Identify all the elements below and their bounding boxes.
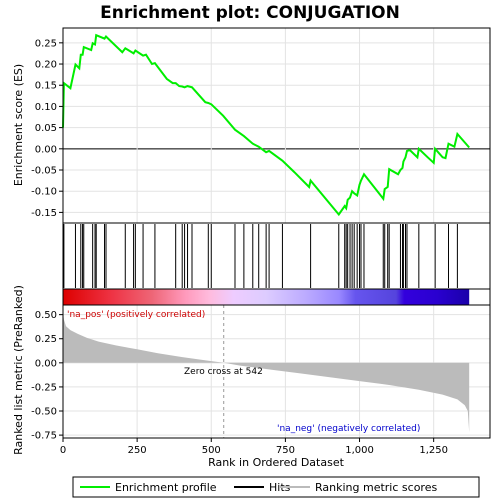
x-tick-label: 750: [276, 445, 295, 456]
ranking-color-bar: [63, 289, 469, 305]
legend-label-metric: Ranking metric scores: [315, 481, 437, 494]
x-tick-label: 500: [202, 445, 221, 456]
es-y-tick-label: 0.05: [35, 123, 57, 134]
metric-y-tick-label: -0.75: [31, 431, 57, 442]
metric-y-tick-label: -0.50: [31, 407, 57, 418]
neg-correlated-label: 'na_neg' (negatively correlated): [277, 424, 420, 434]
chart-title: Enrichment plot: CONJUGATION: [100, 3, 400, 23]
pos-correlated-label: 'na_pos' (positively correlated): [67, 310, 205, 320]
x-tick-label: 250: [128, 445, 147, 456]
legend-label-enrichment: Enrichment profile: [115, 481, 217, 494]
ranking-metric-area: [63, 313, 469, 433]
metric-y-tick-label: 0.25: [35, 334, 57, 345]
x-ticks: 0 250 500 750 1,000 1,250: [60, 438, 448, 456]
es-y-tick-label: -0.15: [31, 208, 57, 219]
x-tick-label: 0: [60, 445, 66, 456]
es-y-tick-label: 0.20: [35, 60, 57, 71]
hits-panel: [63, 223, 490, 289]
es-y-tick-label: -0.10: [31, 187, 57, 198]
es-frame: [63, 28, 490, 223]
x-tick-label: 1,250: [419, 445, 448, 456]
enrichment-profile-line: [63, 35, 469, 214]
es-y-tick-label: -0.05: [31, 166, 57, 177]
es-y-label: Enrichment score (ES): [12, 64, 25, 186]
hits-frame: [63, 223, 490, 289]
metric-y-ticks: -0.75 -0.50 -0.25 0.00 0.25 0.50: [31, 310, 63, 441]
es-y-tick-label: 0.10: [35, 102, 57, 113]
metric-y-tick-label: 0.50: [35, 310, 57, 321]
legend: Enrichment profile Hits Ranking metric s…: [73, 477, 479, 497]
hit-lines: [64, 224, 457, 288]
zero-cross-label: Zero cross at 542: [184, 367, 263, 377]
es-y-ticks: -0.15 -0.10 -0.05 0.00 0.05 0.10 0.15 0.20 0.25: [31, 38, 63, 219]
es-panel: -0.15-0.10-0.050.000.050.100.150.200.25 …: [12, 28, 490, 223]
x-axis-label: Rank in Ordered Dataset: [208, 456, 345, 469]
x-tick-label: 1,000: [345, 445, 374, 456]
es-y-tick-label: 0.15: [35, 81, 57, 92]
es-grid: [63, 28, 490, 223]
metric-y-tick-label: 0.00: [35, 358, 57, 369]
es-y-tick-label: 0.00: [35, 144, 57, 155]
metric-y-tick-label: -0.25: [31, 382, 57, 393]
metric-panel: -0.75 -0.50 -0.25 0.00 0.25 0.50 0 250 500 750 1,…: [12, 285, 490, 469]
metric-y-label: Ranked list metric (PreRanked): [12, 285, 25, 455]
es-y-tick-label: 0.25: [35, 38, 57, 49]
